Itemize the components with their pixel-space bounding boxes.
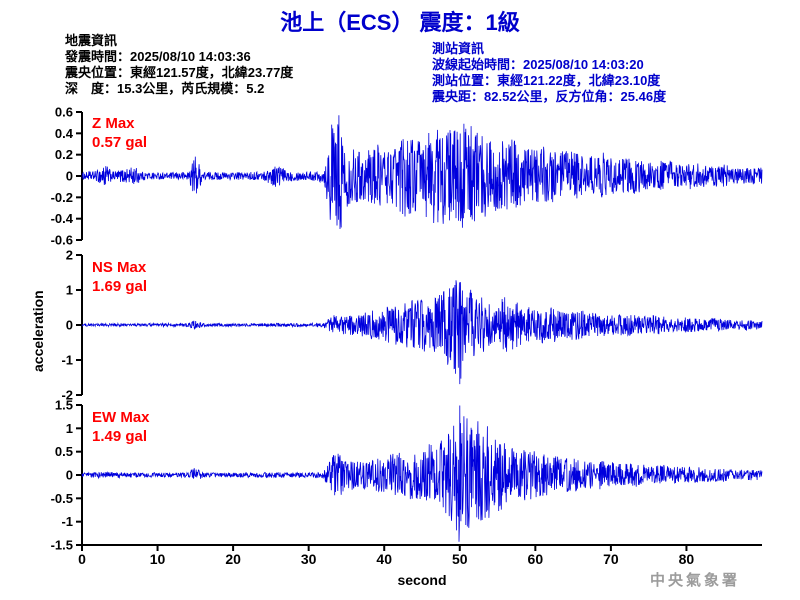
page-title: 池上（ECS） 震度：1級	[280, 10, 520, 35]
y-tick-label: -0.6	[51, 233, 73, 248]
x-tick-label: 50	[452, 551, 468, 567]
x-tick-label: 60	[528, 551, 544, 567]
ew-max-value: 1.49 gal	[92, 428, 148, 445]
y-tick-label: 1.5	[55, 398, 73, 413]
x-axis-label: second	[397, 572, 447, 588]
y-tick-label: 0	[66, 169, 73, 184]
x-tick-label: 30	[301, 551, 317, 567]
x-tick-label: 0	[78, 551, 86, 567]
trace-EW	[81, 405, 763, 542]
panel-NS: 2 1 0 -1 -2	[61, 248, 763, 403]
ew-max-label: EW Max 1.49 gal	[92, 408, 150, 446]
y-tick-label: 0.2	[55, 147, 73, 162]
x-tick-label: 80	[679, 551, 695, 567]
ns-max-channel: NS Max	[92, 259, 147, 276]
y-tick-label: 0	[66, 468, 73, 483]
depth-magnitude: 深 度：15.3公里，芮氏規模：5.2	[65, 81, 265, 96]
x-tick-label: 10	[150, 551, 166, 567]
origin-time: 發震時間：2025/08/10 14:03:36	[65, 49, 251, 64]
epicenter-location: 震央位置：東經121.57度，北緯23.77度	[65, 65, 294, 80]
y-tick-label: 0	[66, 318, 73, 333]
x-tick-label: 70	[603, 551, 619, 567]
ns-max-value: 1.69 gal	[92, 278, 148, 295]
trace-NS	[81, 280, 763, 385]
station-info: 測站資訊 波線起始時間：2025/08/10 14:03:20 測站位置：東經1…	[432, 41, 666, 105]
y-tick-label: 1	[66, 421, 73, 436]
ew-max-channel: EW Max	[92, 409, 150, 426]
y-tick-label: -1	[61, 353, 73, 368]
y-tick-label: -1	[61, 514, 73, 529]
earthquake-info-heading: 地震資訊	[65, 33, 118, 48]
epicentral-distance: 震央距：82.52公里，反方位角：25.46度	[432, 89, 667, 104]
z-max-value: 0.57 gal	[92, 134, 148, 151]
y-tick-label: 2	[66, 248, 73, 263]
y-tick-label: 0.5	[55, 444, 73, 459]
panel-EW: 1.5 1 0.5 0 -0.5 -1 -1.5	[51, 398, 763, 553]
z-max-channel: Z Max	[92, 115, 135, 132]
wave-start-time: 波線起始時間：2025/08/10 14:03:20	[432, 57, 644, 72]
earthquake-info: 地震資訊 發震時間：2025/08/10 14:03:36 震央位置：東經121…	[65, 33, 293, 97]
x-axis: 0 10 20 30 40 50 60 70 80	[78, 544, 762, 567]
y-tick-label: 1	[66, 283, 73, 298]
y-tick-label: 0.4	[55, 126, 74, 141]
y-tick-label: -0.2	[51, 190, 73, 205]
x-tick-label: 20	[225, 551, 241, 567]
station-info-heading: 測站資訊	[432, 41, 485, 56]
ns-max-label: NS Max 1.69 gal	[92, 258, 147, 296]
y-tick-label: -0.4	[51, 211, 74, 226]
z-max-label: Z Max 0.57 gal	[92, 114, 147, 152]
y-tick-label: -1.5	[51, 538, 73, 553]
y-tick-label: -2	[61, 388, 73, 403]
y-axis-label: acceleration	[30, 290, 46, 372]
y-tick-label: -0.5	[51, 491, 73, 506]
trace-Z	[81, 115, 763, 230]
y-tick-label: 0.6	[55, 105, 73, 120]
agency-watermark: 中央氣象署	[650, 572, 741, 589]
station-location: 測站位置：東經121.22度，北緯23.10度	[432, 73, 661, 88]
panel-Z: 0.6 0.4 0.2 0 -0.2 -0.4 -0.6	[51, 105, 763, 248]
x-tick-label: 40	[376, 551, 392, 567]
